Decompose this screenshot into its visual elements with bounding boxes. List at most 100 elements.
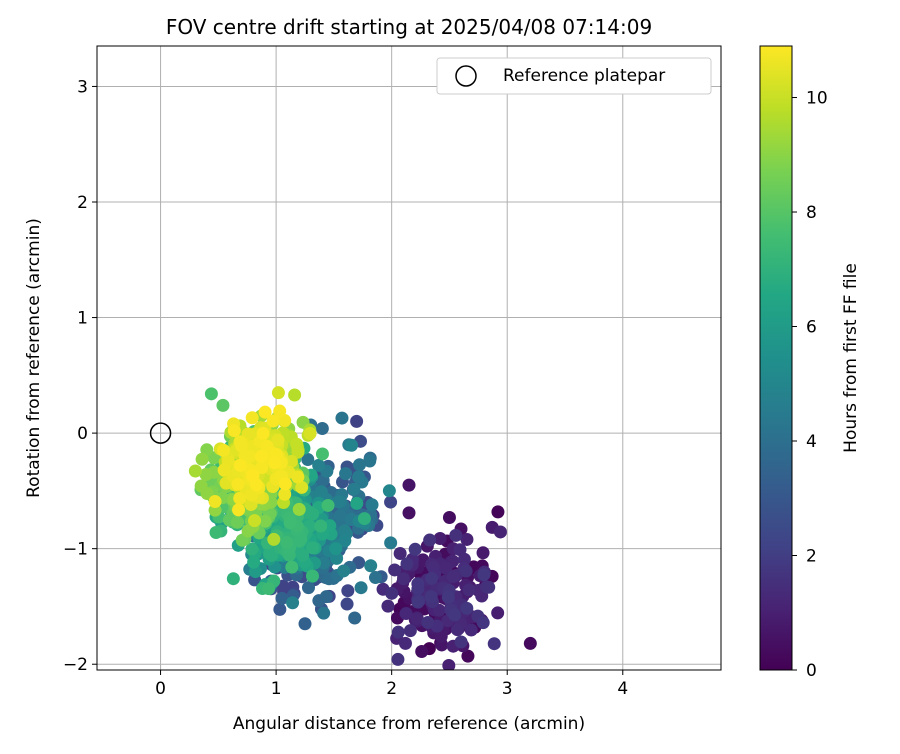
x-tick-label: 4 <box>617 679 628 699</box>
data-point <box>391 652 405 666</box>
data-point <box>442 659 456 670</box>
data-point <box>347 482 361 496</box>
data-point <box>448 608 462 622</box>
data-point <box>450 623 464 637</box>
colorbar-tick-label: 6 <box>806 318 817 338</box>
data-point <box>217 443 231 457</box>
data-point <box>319 590 333 604</box>
data-point <box>442 510 456 524</box>
data-point <box>256 426 270 440</box>
data-point <box>284 454 298 468</box>
data-point <box>194 479 208 493</box>
data-point <box>388 563 402 577</box>
x-tick-label: 2 <box>386 679 397 699</box>
data-point <box>397 572 411 586</box>
reference-marker <box>149 422 172 444</box>
data-point <box>350 496 364 510</box>
data-point <box>330 551 344 565</box>
data-point <box>482 580 496 594</box>
data-point <box>301 581 315 595</box>
data-point <box>411 595 425 609</box>
data-point <box>292 502 306 516</box>
colorbar-ticks: 0 2 4 6 8 10 <box>792 89 828 681</box>
data-point <box>226 572 240 586</box>
x-tick-label: 3 <box>502 679 513 699</box>
data-point <box>292 534 306 548</box>
x-axis-label: Angular distance from reference (arcmin) <box>233 714 585 734</box>
legend: Reference platepar <box>436 57 712 95</box>
data-point <box>303 427 317 441</box>
data-point <box>457 552 471 566</box>
data-point <box>247 555 261 569</box>
data-point <box>209 525 223 539</box>
data-point <box>258 405 272 419</box>
data-point <box>266 414 280 428</box>
data-point <box>291 445 305 459</box>
colorbar-tick-label: 0 <box>806 661 817 681</box>
data-point <box>315 447 329 461</box>
data-point <box>298 617 312 631</box>
data-point <box>321 498 335 512</box>
data-point <box>245 411 259 425</box>
data-point <box>271 433 285 447</box>
data-point <box>241 427 255 441</box>
data-point <box>271 386 285 400</box>
data-point <box>364 559 378 573</box>
data-point <box>393 547 407 561</box>
data-point <box>459 564 473 578</box>
data-point <box>398 636 412 650</box>
data-point <box>317 606 331 620</box>
data-point <box>476 616 490 630</box>
data-point <box>335 411 349 425</box>
data-point <box>217 463 231 477</box>
colorbar-tick-label: 10 <box>806 89 828 109</box>
colorbar-gradient <box>759 45 793 671</box>
data-point <box>348 611 362 625</box>
y-tick-label: 3 <box>77 77 88 97</box>
data-point <box>449 528 463 542</box>
y-tick-label: 1 <box>77 309 88 329</box>
data-point <box>233 491 247 505</box>
data-point <box>305 569 319 583</box>
data-point <box>314 485 328 499</box>
data-point <box>421 616 435 630</box>
data-point <box>423 533 437 547</box>
data-point <box>288 388 302 402</box>
y-tick-label: −1 <box>63 540 88 560</box>
colorbar-label: Hours from first FF file <box>841 263 861 453</box>
data-point <box>243 449 257 463</box>
data-point <box>381 599 395 613</box>
data-point <box>460 532 474 546</box>
data-point <box>231 515 245 529</box>
data-point <box>199 468 213 482</box>
data-point <box>350 414 364 428</box>
data-point <box>278 414 292 428</box>
data-point <box>363 454 377 468</box>
data-point <box>314 519 328 533</box>
data-point <box>245 542 259 556</box>
data-point <box>339 467 353 481</box>
x-axis-ticks: 0 1 2 3 4 <box>155 670 628 699</box>
data-point <box>385 586 399 600</box>
data-point <box>283 516 297 530</box>
data-point <box>454 635 468 649</box>
data-point <box>434 629 448 643</box>
data-point <box>306 507 320 521</box>
data-point <box>273 404 287 418</box>
data-point <box>301 453 315 467</box>
data-point <box>265 548 279 562</box>
data-point <box>315 421 329 435</box>
data-point <box>464 623 478 637</box>
data-point <box>204 387 218 401</box>
y-tick-label: 0 <box>77 424 88 444</box>
data-point <box>268 456 282 470</box>
data-point <box>382 484 396 498</box>
data-point <box>312 458 326 472</box>
data-point <box>408 542 422 556</box>
data-point <box>280 535 294 549</box>
data-point <box>491 505 505 519</box>
data-point <box>384 495 398 509</box>
data-point <box>462 583 476 597</box>
data-point <box>487 637 501 651</box>
